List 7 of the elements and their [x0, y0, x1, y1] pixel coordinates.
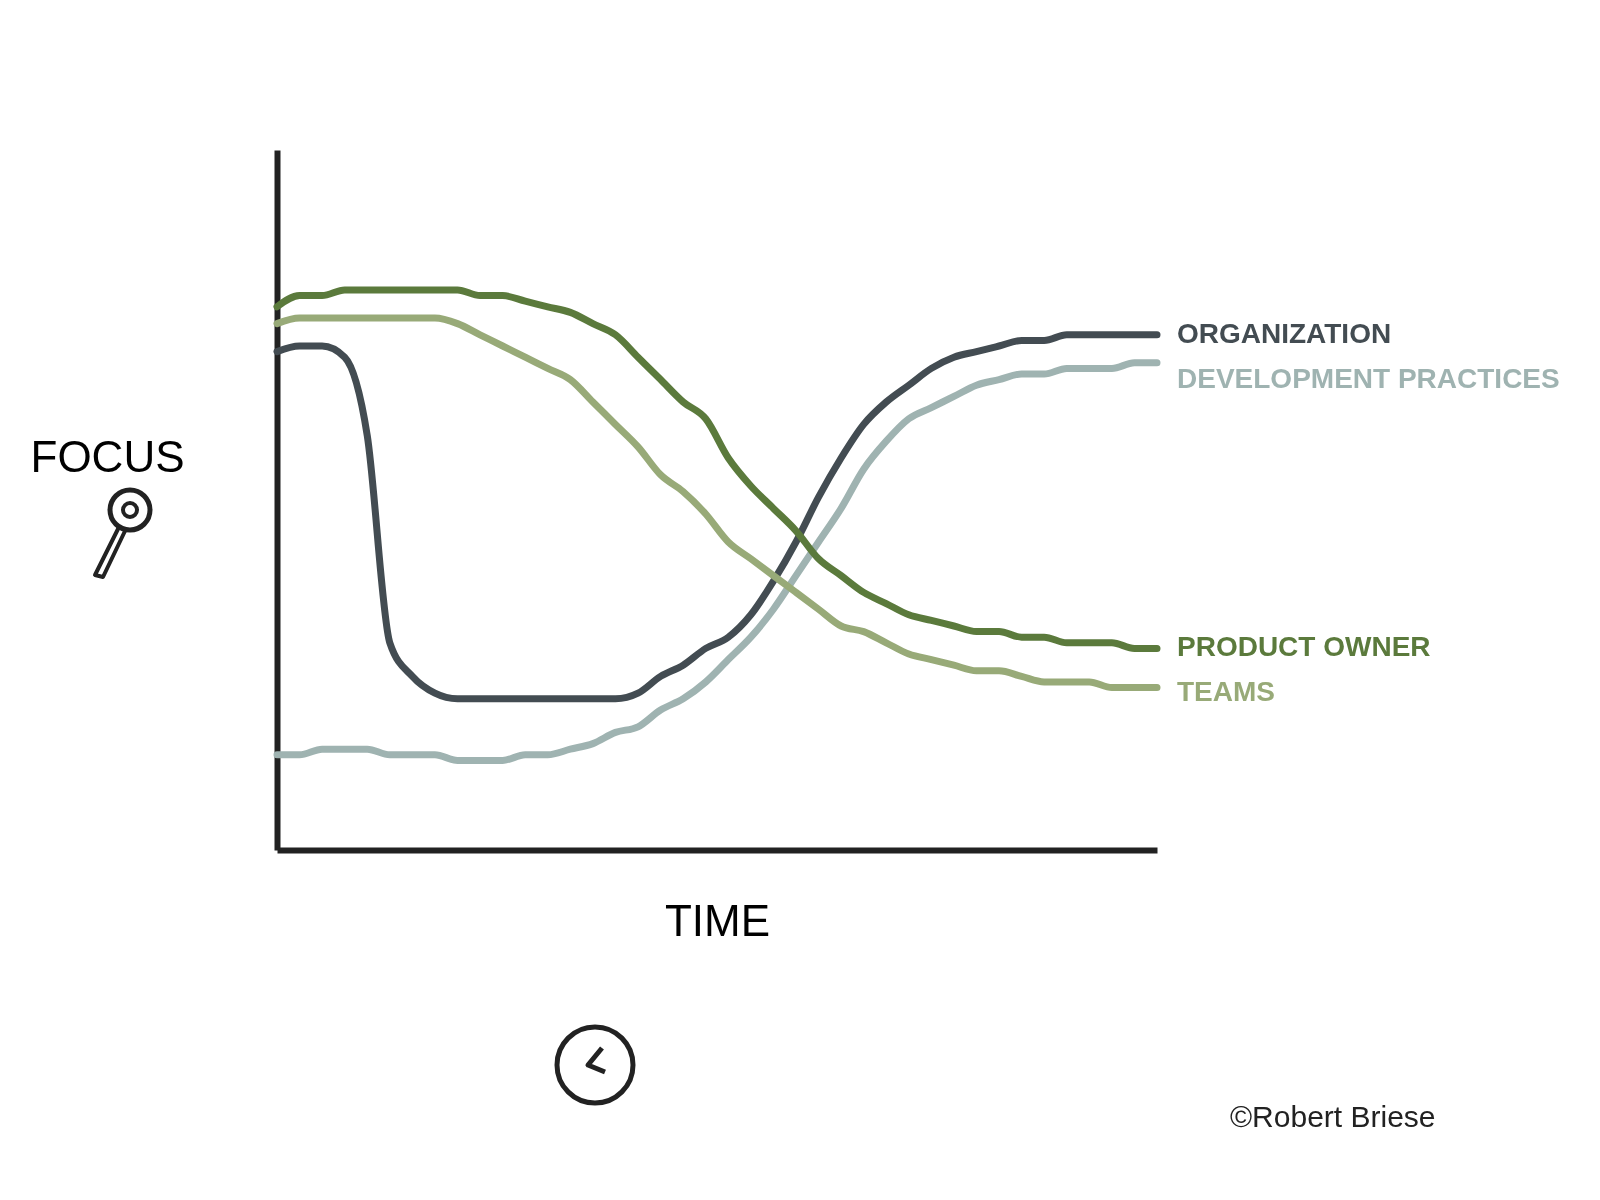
y-axis-title: FOCUS: [30, 431, 185, 481]
text: ©Robert Briese: [1230, 1100, 1436, 1134]
x-axis-title: TIME: [664, 895, 771, 945]
series-label: DEVELOPMENT PRACTICES: [1177, 362, 1560, 394]
series-label: PRODUCT OWNER: [1177, 631, 1431, 663]
series-label: TEAMS: [1177, 676, 1275, 708]
series-label: ORGANIZATION: [1177, 317, 1392, 349]
